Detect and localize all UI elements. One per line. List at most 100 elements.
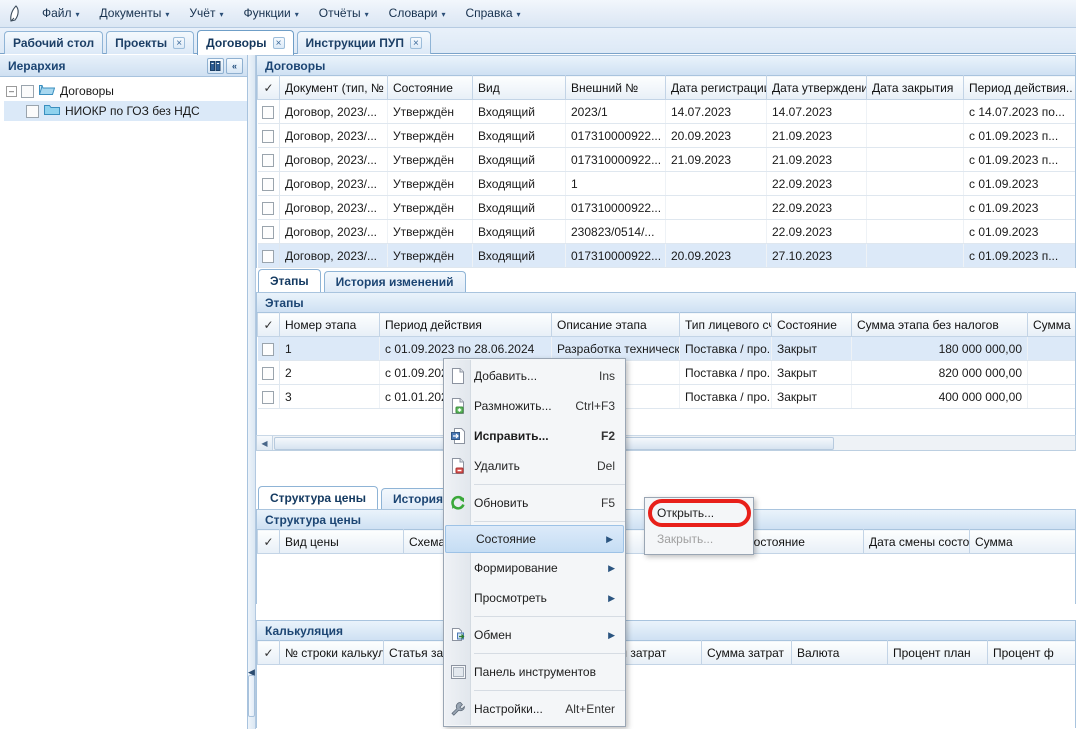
ctx-state[interactable]: Состояние ▶ [445,525,624,553]
scroll-left-icon[interactable]: ◀ [257,436,273,450]
row-checkbox-cell[interactable] [257,99,280,124]
row-checkbox-cell[interactable] [257,171,280,196]
col-percent-fact[interactable]: Процент ф [987,640,1075,665]
row-checkbox-cell[interactable] [257,360,280,385]
col-percent-plan[interactable]: Процент план [887,640,988,665]
col-calc-line-number[interactable]: № строки калькул [279,640,384,665]
row-checkbox-cell[interactable] [257,147,280,172]
ctx-edit[interactable]: Исправить... F2 [444,421,625,451]
tree-node-niokr[interactable]: НИОКР по ГОЗ без НДС [4,101,247,121]
table-row[interactable]: 2 с 01.09.202 очей конс... Поставка / пр… [257,360,1075,385]
tab-pup-instructions[interactable]: Инструкции ПУП × [296,31,431,54]
stages-hscrollbar[interactable]: ◀ [256,435,1076,451]
col-stage-sum-no-tax[interactable]: Сумма этапа без налогов [851,312,1028,337]
menu-dictionaries[interactable]: Словари ▾ [379,1,456,26]
close-icon[interactable]: × [272,37,285,49]
tree-node-checkbox[interactable] [26,104,39,118]
row-checkbox[interactable] [262,177,275,191]
splitter-grip[interactable] [248,675,255,717]
row-checkbox-cell[interactable] [257,243,280,268]
col-price-kind[interactable]: Вид цены [279,529,404,554]
row-checkbox[interactable] [262,249,275,263]
tab-price-structure[interactable]: Структура цены [258,486,378,509]
table-row[interactable]: Договор, 2023/... Утверждён Входящий 202… [257,99,1075,124]
col-account-type[interactable]: Тип лицевого счёт [679,312,772,337]
row-checkbox-cell[interactable] [257,384,280,409]
table-row[interactable]: 3 с 01.01.202 зделия и ... Поставка / пр… [257,384,1075,409]
row-checkbox[interactable] [262,390,275,404]
table-row[interactable]: Договор, 2023/... Утверждён Входящий 017… [257,243,1075,268]
menu-help[interactable]: Справка ▾ [455,1,530,26]
table-row[interactable]: Договор, 2023/... Утверждён Входящий 1 2… [257,171,1075,196]
menu-documents[interactable]: Документы ▾ [90,1,180,26]
ctx-toolbar[interactable]: Панель инструментов [444,657,625,687]
menu-file[interactable]: Файл ▾ [32,1,90,26]
col-price-state[interactable]: Состояние [739,529,864,554]
cell-state: Утверждён [387,195,473,220]
tree-expander-icon[interactable]: – [6,85,17,97]
tab-projects[interactable]: Проекты × [106,31,195,54]
tree-node-checkbox[interactable] [21,84,34,98]
row-checkbox-cell[interactable] [257,195,280,220]
row-checkbox-cell[interactable] [257,123,280,148]
col-stage-number[interactable]: Номер этапа [279,312,380,337]
col-price-sum[interactable]: Сумма [969,529,1075,554]
row-checkbox-cell[interactable] [257,336,280,361]
close-icon[interactable]: × [173,37,186,49]
col-stage-description[interactable]: Описание этапа [551,312,680,337]
ctx-view[interactable]: Просмотреть ▶ [444,583,625,613]
collapse-panel-icon[interactable]: « [226,57,243,74]
select-all-header[interactable]: ✓ [257,640,280,665]
ctx-settings[interactable]: Настройки... Alt+Enter [444,694,625,724]
row-checkbox[interactable] [262,201,275,215]
find-icon[interactable] [207,57,224,74]
col-stage-sum[interactable]: Сумма [1027,312,1075,337]
tab-stages[interactable]: Этапы [258,269,321,292]
ctx-delete[interactable]: Удалить Del [444,451,625,481]
row-checkbox[interactable] [262,342,275,356]
tab-desktop[interactable]: Рабочий стол [4,31,104,54]
tab-contracts[interactable]: Договоры × [197,30,294,55]
ctx-add[interactable]: Добавить... Ins [444,361,625,391]
col-approval-date[interactable]: Дата утверждения [766,75,867,100]
table-row[interactable]: Договор, 2023/... Утверждён Входящий 017… [257,195,1075,220]
col-closing-date[interactable]: Дата закрытия [866,75,964,100]
splitter-arrow-icon[interactable]: ◀ [248,666,255,677]
row-checkbox[interactable] [262,129,275,143]
row-checkbox[interactable] [262,366,275,380]
col-state-change-date[interactable]: Дата смены состоя [863,529,970,554]
ctx-duplicate[interactable]: Размножить... Ctrl+F3 [444,391,625,421]
table-row[interactable]: Договор, 2023/... Утверждён Входящий 230… [257,219,1075,244]
col-stage-period[interactable]: Период действия [379,312,552,337]
select-all-header[interactable]: ✓ [257,75,280,100]
ctx-refresh[interactable]: Обновить F5 [444,488,625,518]
row-checkbox[interactable] [262,225,275,239]
col-registration-date[interactable]: Дата регистрации. [665,75,767,100]
select-all-header[interactable]: ✓ [257,529,280,554]
panel-splitter[interactable]: ◀ [248,55,256,729]
col-validity-period[interactable]: Период действия.. [963,75,1075,100]
row-checkbox-cell[interactable] [257,219,280,244]
ctx-formation[interactable]: Формирование ▶ [444,553,625,583]
col-external-number[interactable]: Внешний № [565,75,666,100]
col-stage-state[interactable]: Состояние [771,312,852,337]
submenu-open[interactable]: Открыть... [645,500,753,526]
row-checkbox[interactable] [262,153,275,167]
col-kind[interactable]: Вид [472,75,566,100]
table-row[interactable]: Договор, 2023/... Утверждён Входящий 017… [257,123,1075,148]
select-all-header[interactable]: ✓ [257,312,280,337]
ctx-exchange[interactable]: Обмен ▶ [444,620,625,650]
tab-change-history[interactable]: История изменений [323,271,466,292]
col-cost-sum[interactable]: Сумма затрат [701,640,792,665]
menu-reports[interactable]: Отчёты ▾ [309,1,379,26]
close-icon[interactable]: × [409,37,422,49]
table-row[interactable]: 1 с 01.09.2023 по 28.06.2024 Разработка … [257,336,1075,361]
col-state[interactable]: Состояние [387,75,473,100]
col-currency[interactable]: Валюта [791,640,888,665]
row-checkbox[interactable] [262,105,275,119]
menu-functions[interactable]: Функции ▾ [233,1,308,26]
tree-node-contracts[interactable]: – Договоры [4,81,247,101]
table-row[interactable]: Договор, 2023/... Утверждён Входящий 017… [257,147,1075,172]
col-document[interactable]: Документ (тип, № [279,75,388,100]
menu-accounting[interactable]: Учёт ▾ [179,1,233,26]
